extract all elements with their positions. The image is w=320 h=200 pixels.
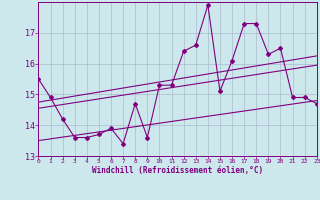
X-axis label: Windchill (Refroidissement éolien,°C): Windchill (Refroidissement éolien,°C) — [92, 166, 263, 175]
